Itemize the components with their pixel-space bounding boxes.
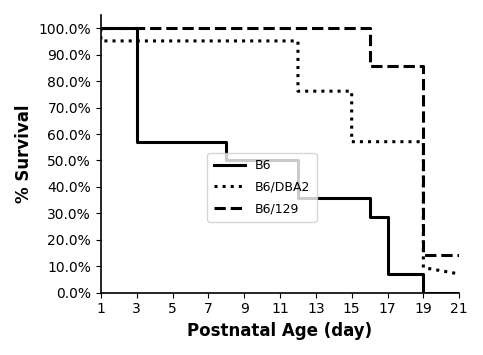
- B6/129: [421, 253, 426, 257]
- B6/129: [367, 64, 372, 68]
- Legend: B6, B6/DBA2, B6/129: B6, B6/DBA2, B6/129: [208, 153, 316, 222]
- B6: [295, 158, 301, 163]
- B6/129: [384, 64, 390, 68]
- B6/129: [367, 26, 372, 31]
- B6/DBA2: [421, 140, 426, 144]
- B6/129: [98, 26, 104, 31]
- B6: [205, 140, 211, 144]
- B6/DBA2: [277, 39, 283, 43]
- B6: [224, 158, 229, 163]
- B6: [134, 140, 140, 144]
- B6: [384, 215, 390, 219]
- B6/129: [349, 26, 355, 31]
- B6: [224, 140, 229, 144]
- B6: [295, 196, 301, 201]
- B6: [367, 196, 372, 201]
- B6/DBA2: [456, 272, 462, 276]
- B6/DBA2: [295, 89, 301, 93]
- B6: [277, 158, 283, 163]
- Line: B6: B6: [101, 28, 459, 293]
- B6/DBA2: [295, 39, 301, 43]
- B6: [349, 196, 355, 201]
- B6: [205, 140, 211, 144]
- Line: B6/129: B6/129: [101, 28, 459, 255]
- B6: [456, 291, 462, 295]
- B6/DBA2: [98, 26, 104, 31]
- X-axis label: Postnatal Age (day): Postnatal Age (day): [187, 322, 372, 340]
- B6/129: [456, 253, 462, 257]
- B6: [384, 272, 390, 276]
- Line: B6/DBA2: B6/DBA2: [101, 28, 459, 274]
- B6/DBA2: [277, 39, 283, 43]
- B6: [421, 291, 426, 295]
- Y-axis label: % Survival: % Survival: [15, 105, 33, 203]
- B6: [134, 26, 140, 31]
- B6: [116, 26, 122, 31]
- B6: [98, 26, 104, 31]
- B6/129: [349, 26, 355, 31]
- B6/DBA2: [349, 89, 355, 93]
- B6/DBA2: [98, 39, 104, 43]
- B6/DBA2: [313, 89, 319, 93]
- B6: [277, 158, 283, 163]
- B6/DBA2: [349, 140, 355, 144]
- B6/DBA2: [421, 266, 426, 270]
- B6: [349, 196, 355, 201]
- B6/129: [421, 64, 426, 68]
- B6: [421, 272, 426, 276]
- B6/129: [384, 64, 390, 68]
- B6/DBA2: [313, 89, 319, 93]
- B6: [367, 215, 372, 219]
